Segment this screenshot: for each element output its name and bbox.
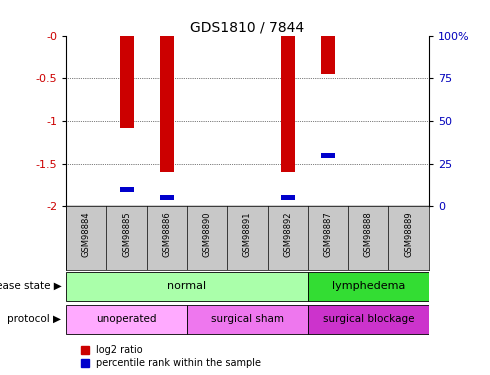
Bar <box>120 36 134 128</box>
Text: surgical blockage: surgical blockage <box>322 314 414 324</box>
Bar <box>120 187 134 192</box>
Bar <box>281 195 295 200</box>
Text: protocol ▶: protocol ▶ <box>7 314 61 324</box>
Text: GSM98888: GSM98888 <box>364 211 373 257</box>
Text: GSM98887: GSM98887 <box>323 211 333 257</box>
Text: GSM98886: GSM98886 <box>162 211 171 257</box>
Text: disease state ▶: disease state ▶ <box>0 281 61 291</box>
Bar <box>321 153 335 158</box>
Text: GSM98885: GSM98885 <box>122 211 131 257</box>
Text: GSM98891: GSM98891 <box>243 211 252 257</box>
Text: normal: normal <box>168 281 207 291</box>
Bar <box>160 36 174 172</box>
Text: GSM98889: GSM98889 <box>404 211 413 257</box>
Bar <box>187 304 308 334</box>
Bar <box>160 195 174 200</box>
Text: lymphedema: lymphedema <box>332 281 405 291</box>
Bar <box>308 272 429 302</box>
Text: GSM98890: GSM98890 <box>203 211 212 257</box>
Text: GSM98884: GSM98884 <box>82 211 91 257</box>
Bar <box>66 272 308 302</box>
Bar <box>321 36 335 74</box>
Text: unoperated: unoperated <box>97 314 157 324</box>
Bar <box>66 304 187 334</box>
Title: GDS1810 / 7844: GDS1810 / 7844 <box>191 21 304 34</box>
Legend: log2 ratio, percentile rank within the sample: log2 ratio, percentile rank within the s… <box>81 345 261 368</box>
Bar <box>281 36 295 172</box>
Text: surgical sham: surgical sham <box>211 314 284 324</box>
Text: GSM98892: GSM98892 <box>283 211 292 257</box>
Bar <box>308 304 429 334</box>
